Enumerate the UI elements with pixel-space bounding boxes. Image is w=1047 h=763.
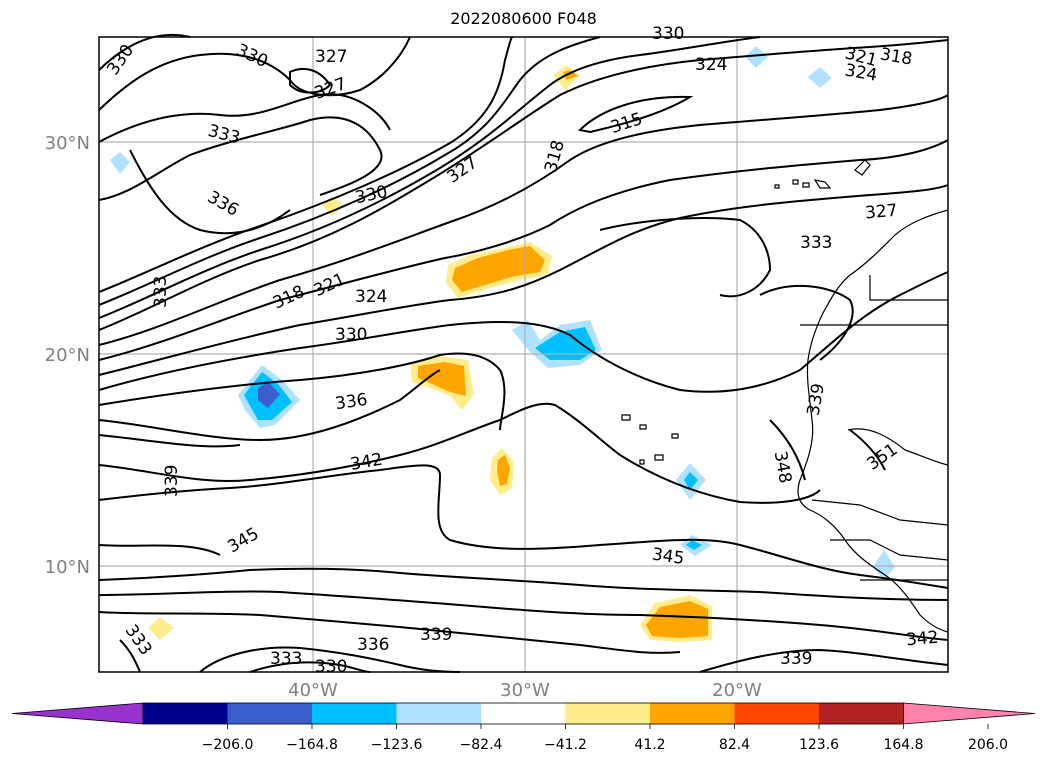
contour-label: 318 <box>878 44 913 69</box>
colorbar-segment <box>143 703 228 724</box>
contour-label: 327 <box>443 153 481 188</box>
colorbar-tick-label: 123.6 <box>799 737 839 753</box>
contour-label: 330 <box>354 182 390 208</box>
colorbar: −206.0 −164.8 −123.6 −82.4 −41.2 41.2 82.4 123.… <box>11 702 1036 753</box>
colorbar-segment <box>396 703 482 724</box>
colorbar-segment <box>227 703 313 724</box>
colorbar-segment <box>481 703 566 724</box>
contour-label: 324 <box>355 287 387 307</box>
contour-label: 318 <box>541 138 569 175</box>
colorbar-extend-high <box>903 702 1036 725</box>
contour-label: 321 <box>311 269 349 301</box>
shaded-patches <box>110 46 895 642</box>
colorbar-tick-label: −123.6 <box>371 737 423 753</box>
colorbar-segment <box>819 703 904 724</box>
contour-label: 333 <box>800 233 832 253</box>
contour-label: 318 <box>270 282 308 314</box>
colorbar-tick-label: −82.4 <box>460 737 503 753</box>
contour-label: 324 <box>843 61 878 86</box>
contour-label: 330 <box>233 40 271 72</box>
contour-label: 342 <box>905 628 939 651</box>
contour-label: 339 <box>162 465 182 497</box>
map-frame <box>98 36 949 673</box>
coastline <box>621 159 949 633</box>
contour-label: 327 <box>315 47 347 67</box>
contour-label: 330 <box>315 657 347 677</box>
colorbar-tick-label: 41.2 <box>634 737 665 753</box>
colorbar-tick-label: 164.8 <box>883 737 923 753</box>
graticule <box>99 37 948 672</box>
contour-label: 336 <box>357 635 389 655</box>
contour-label: 333 <box>206 121 243 149</box>
colorbar-tick-label: 206.0 <box>968 737 1008 753</box>
colorbar-tick-label: −41.2 <box>544 737 587 753</box>
contour-label: 333 <box>270 649 302 669</box>
contour-label: 330 <box>335 325 367 345</box>
contour-label: 336 <box>334 390 369 414</box>
contour-label: 333 <box>151 276 171 308</box>
lat-label-10n: 10°N <box>45 557 90 578</box>
contour-label: 330 <box>103 41 138 79</box>
contour-label-group: 330 330 327 327 333 336 330 327 318 324 … <box>103 24 939 677</box>
colorbar-segment <box>650 703 735 724</box>
contour-label: 345 <box>224 524 262 558</box>
contour-label: 336 <box>204 187 242 221</box>
colorbar-tick-label: −164.8 <box>286 737 338 753</box>
contour-label: 339 <box>804 382 829 417</box>
contour-label: 324 <box>695 55 727 75</box>
contour-label: 327 <box>864 201 898 224</box>
contour-label: 348 <box>770 449 795 484</box>
colorbar-segment <box>734 703 820 724</box>
colorbar-segment <box>565 703 651 724</box>
lat-label-30n: 30°N <box>45 133 90 154</box>
contour-label: 327 <box>312 74 349 104</box>
colorbar-tick-label: −206.0 <box>202 737 254 753</box>
lon-label-40w: 40°W <box>288 680 338 701</box>
lon-label-30w: 30°W <box>500 680 550 701</box>
colorbar-extend-low <box>11 702 144 725</box>
lat-label-20n: 20°N <box>45 345 90 366</box>
colorbar-frame <box>142 702 904 725</box>
contour-label: 351 <box>863 440 901 475</box>
colorbar-segment <box>312 703 397 724</box>
contour-label: 330 <box>652 24 684 44</box>
contour-label: 339 <box>420 625 452 645</box>
lon-label-20w: 20°W <box>712 680 762 701</box>
contour-label: 345 <box>651 545 686 569</box>
map-title: 2022080600 F048 <box>450 9 597 28</box>
contour-lines <box>98 33 949 673</box>
contour-label: 339 <box>780 649 812 669</box>
contour-label: 342 <box>349 450 384 475</box>
colorbar-tick-label: 82.4 <box>719 737 750 753</box>
